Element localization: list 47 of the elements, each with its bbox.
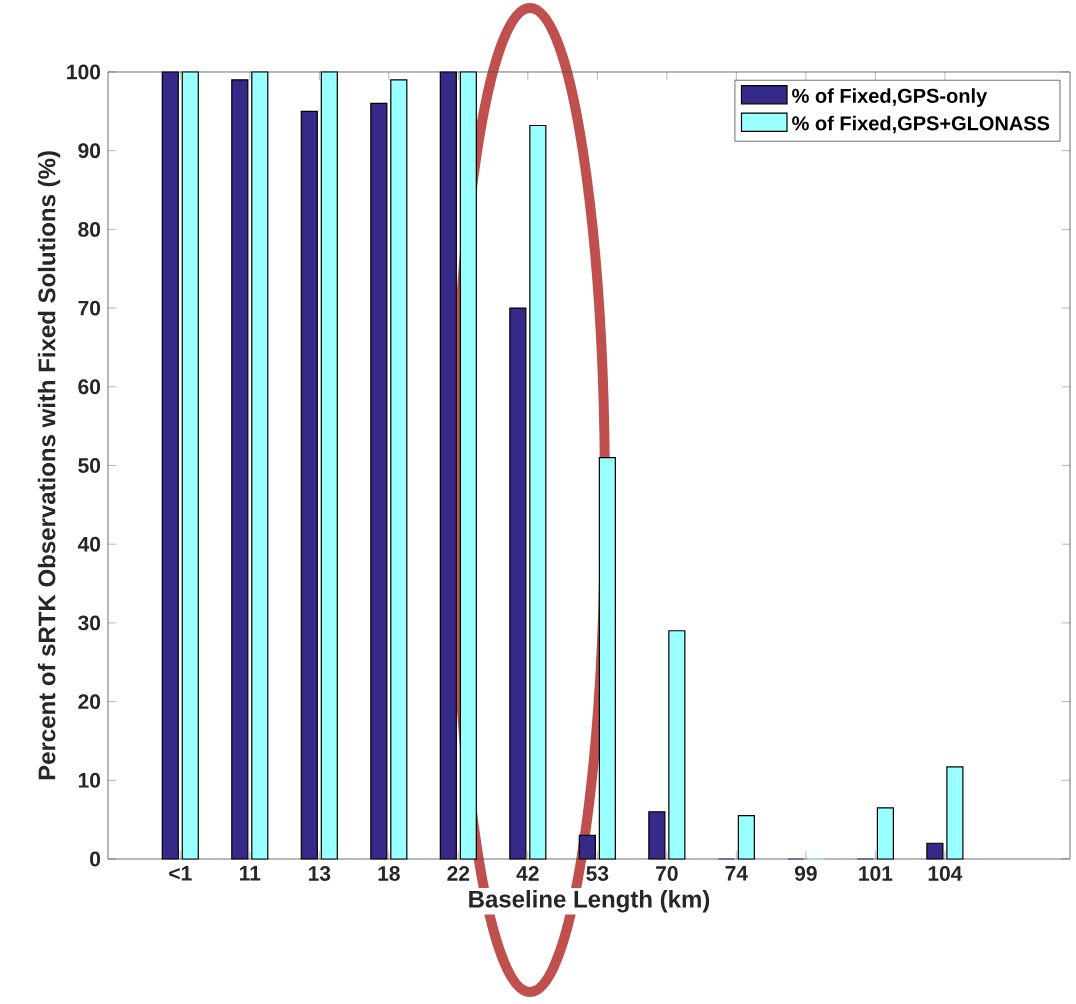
- bar: [668, 630, 686, 860]
- bar: [529, 124, 547, 860]
- legend-label: % of Fixed,GPS+GLONASS: [792, 115, 1050, 134]
- x-tick-label: 70: [656, 866, 678, 881]
- bar: [300, 110, 318, 860]
- y-tick-label: 80: [78, 221, 101, 237]
- x-tick-label: 101: [859, 866, 893, 881]
- legend-label: % of Fixed,GPS-only: [792, 88, 988, 107]
- x-tick-label: 99: [794, 866, 817, 881]
- x-tick-label: 11: [240, 866, 261, 881]
- x-tick-label: 18: [378, 866, 400, 881]
- bar: [926, 842, 944, 860]
- y-tick-label: 0: [90, 851, 101, 867]
- bar: [578, 834, 596, 860]
- bar: [320, 71, 338, 860]
- bar: [370, 102, 388, 860]
- bar: [737, 815, 755, 860]
- x-axis-title: Baseline Length (km): [469, 890, 710, 913]
- y-axis-title: Percent of sRTK Observations with Fixed Solutions (%): [37, 151, 61, 780]
- bar: [459, 71, 477, 860]
- y-tick-label: 70: [78, 300, 101, 316]
- bar: [251, 71, 269, 860]
- y-tick-label: 20: [78, 694, 101, 710]
- bar: [181, 71, 199, 860]
- y-tick-label: 30: [78, 615, 101, 631]
- bar: [946, 766, 964, 860]
- bar: [390, 79, 408, 860]
- x-tick-label: 74: [725, 866, 748, 881]
- x-tick-label: 13: [308, 866, 331, 881]
- bar: [598, 457, 616, 860]
- x-tick-label: 53: [586, 866, 609, 881]
- y-tick-label: 60: [78, 379, 101, 395]
- bar: [161, 71, 179, 860]
- y-tick-label: 90: [78, 143, 101, 159]
- bar: [439, 71, 457, 860]
- bar: [509, 307, 527, 860]
- bar: [876, 807, 894, 860]
- y-tick-label: 40: [77, 536, 101, 552]
- x-tick-label: 22: [447, 866, 470, 881]
- bar: [231, 79, 249, 860]
- x-tick-label: 42: [516, 866, 539, 881]
- y-tick-label: 50: [78, 458, 101, 473]
- y-tick-label: 10: [78, 772, 101, 788]
- bar: [648, 811, 666, 860]
- y-tick-label: 100: [67, 64, 101, 80]
- x-tick-label: <1: [169, 866, 192, 881]
- x-tick-label: 104: [928, 866, 963, 881]
